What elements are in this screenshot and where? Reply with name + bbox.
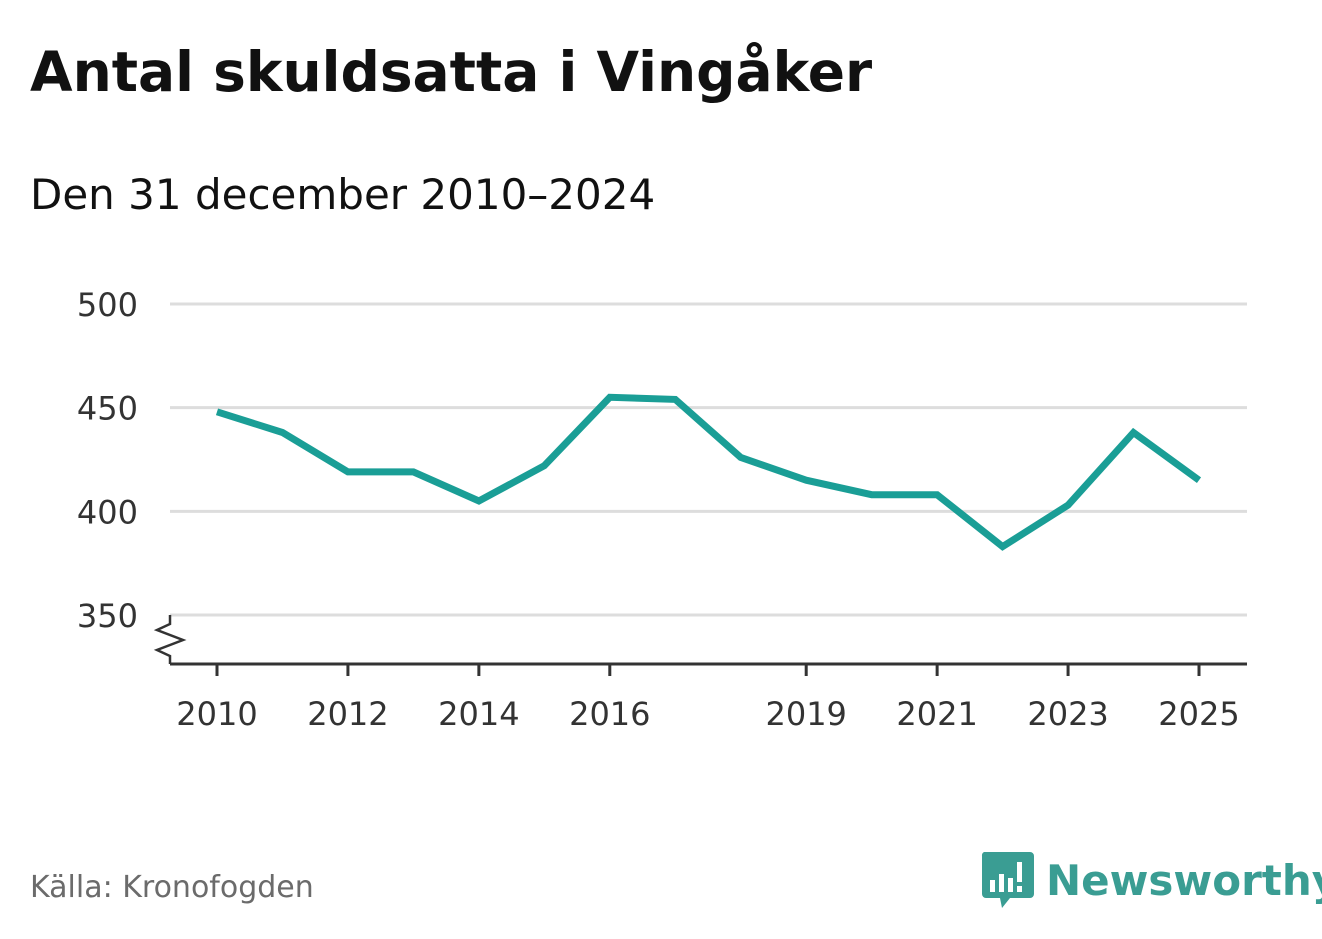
x-tick-label: 2010 [176,695,257,733]
y-tick-label: 500 [77,286,138,324]
gridlines [170,302,1247,617]
x-axis [153,615,1247,666]
logo-wordmark: Newsworthy [1046,855,1322,905]
y-tick-label: 450 [77,390,138,428]
series-line [215,393,1202,551]
x-tick-label: 2023 [1027,695,1108,733]
x-tick-label: 2021 [896,695,977,733]
x-tick-label: 2012 [307,695,388,733]
chart-subtitle: Den 31 december 2010–2024 [30,170,656,219]
x-axis-ticks: 2010 2012 2014 2016 2019 2021 2023 2025 [176,664,1240,733]
x-tick-label: 2019 [765,695,846,733]
chart-title: Antal skuldsatta i Vingåker [30,40,873,104]
series-layer [215,393,1202,551]
newsworthy-logo: Newsworthy [980,850,1322,910]
source-note: Källa: Kronofogden [30,870,314,905]
y-tick-label: 400 [77,493,138,531]
bar-chart-speech-bubble-icon [981,852,1034,908]
y-axis-break [153,615,187,664]
y-tick-label: 350 [77,597,138,635]
x-tick-label: 2014 [438,695,519,733]
x-tick-label: 2025 [1158,695,1239,733]
y-axis-ticks: 350 400 450 500 [77,286,138,635]
x-tick-label: 2016 [569,695,650,733]
